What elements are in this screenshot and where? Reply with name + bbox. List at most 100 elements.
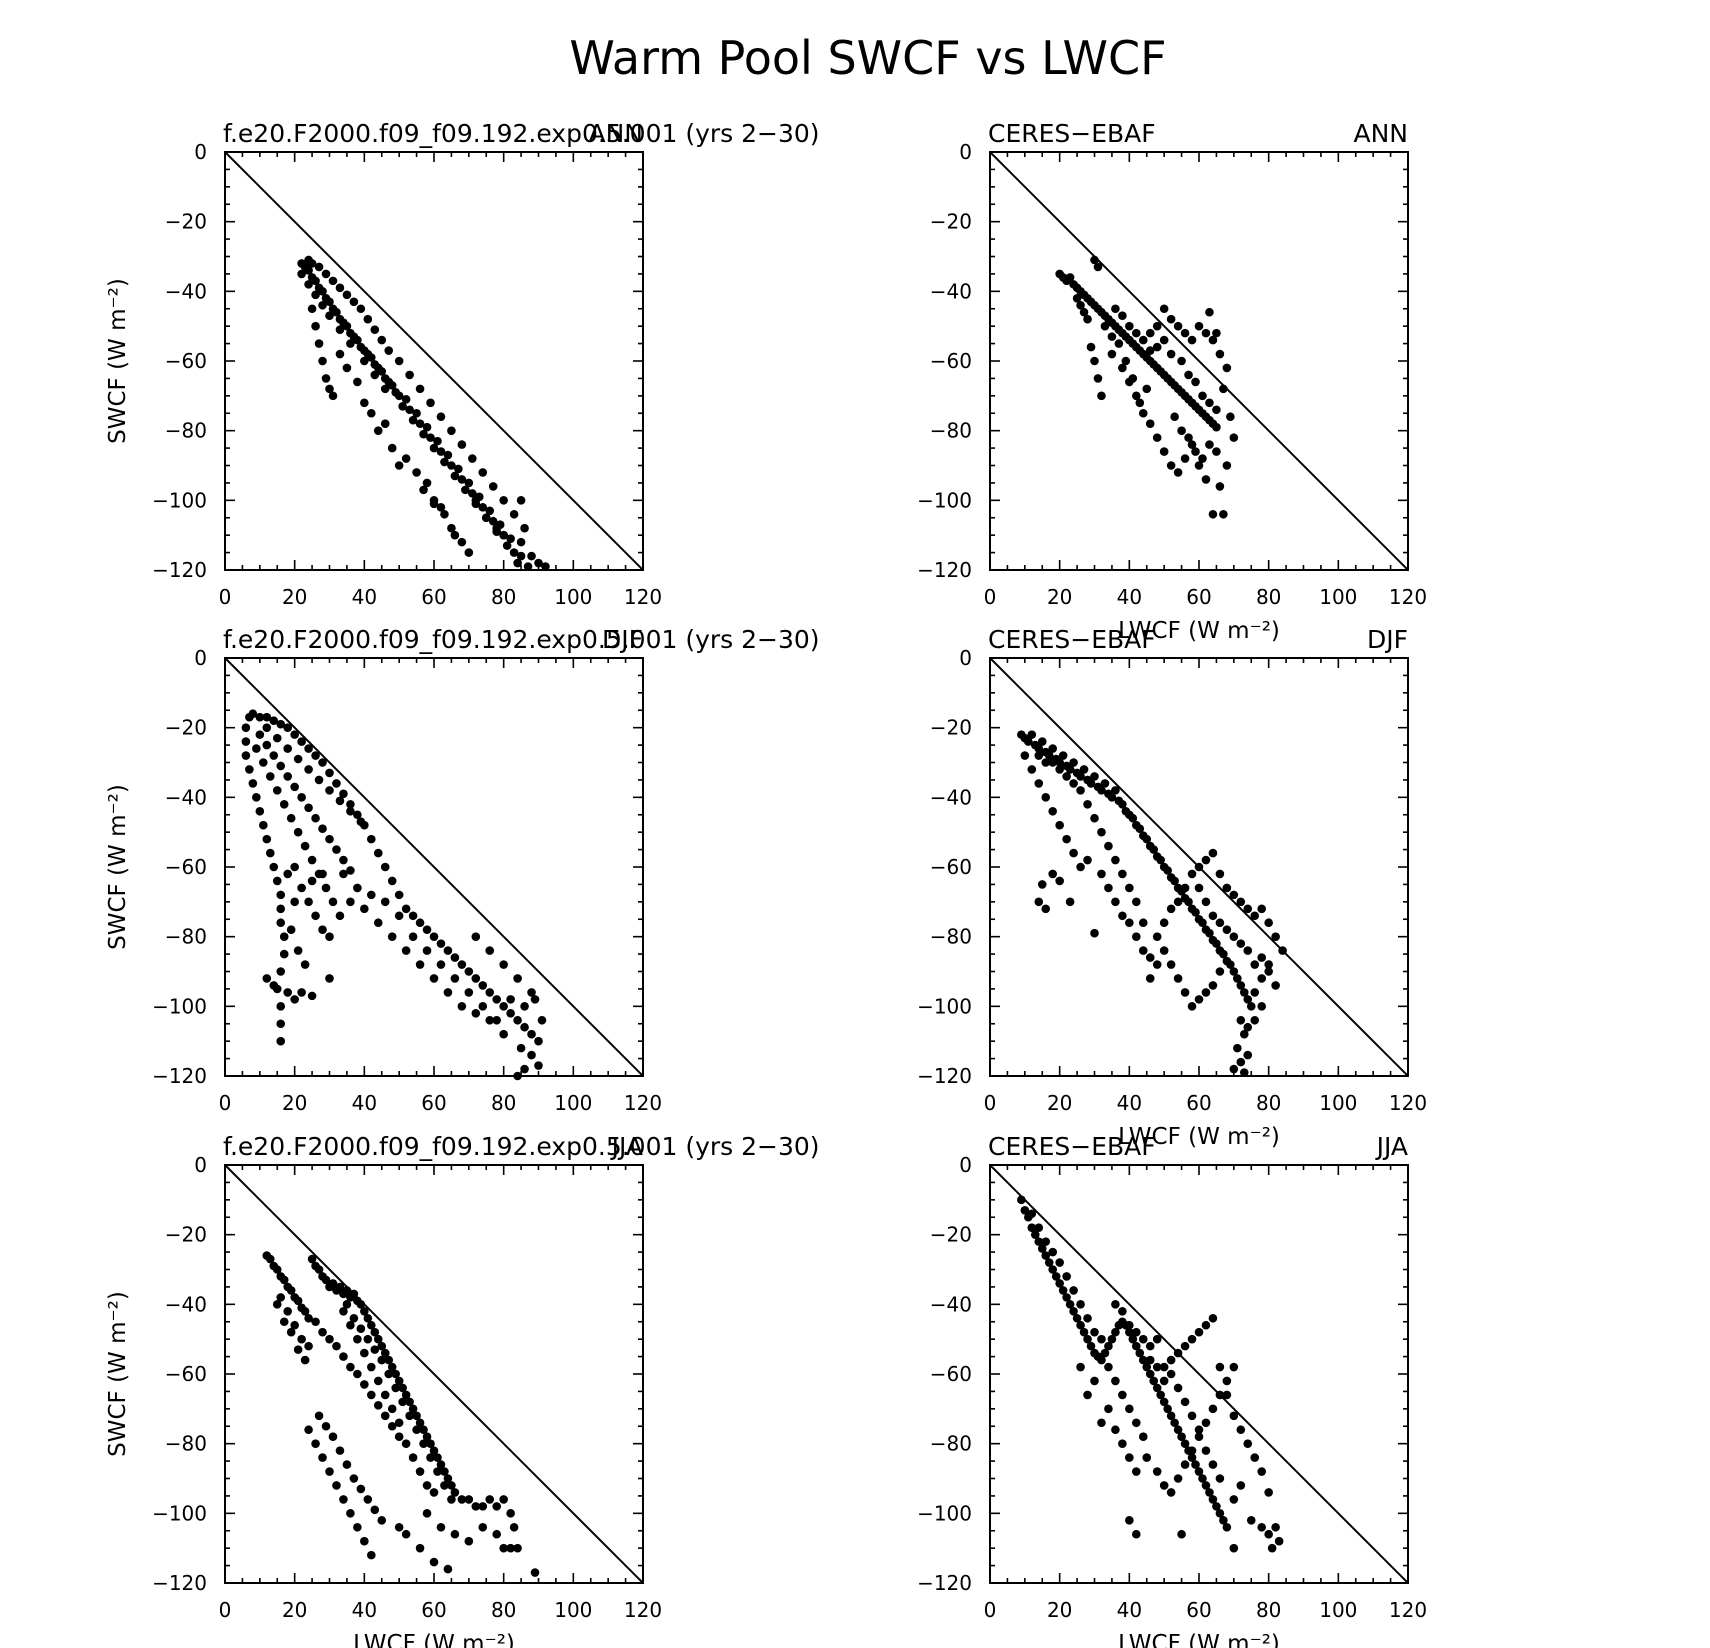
data-point: [307, 876, 317, 886]
data-point: [314, 1265, 324, 1274]
data-point: [443, 988, 453, 997]
data-point: [1104, 1362, 1113, 1372]
y-tick-label: −60: [165, 349, 207, 373]
data-point: [321, 1421, 331, 1431]
data-point: [457, 1495, 467, 1504]
panel-title-right: DJF: [1367, 625, 1408, 654]
data-point: [1030, 1230, 1040, 1239]
data-point: [252, 744, 261, 753]
data-point: [373, 1401, 383, 1410]
data-point: [394, 1522, 404, 1532]
data-point: [1187, 1002, 1197, 1011]
data-point: [1201, 328, 1211, 338]
data-point: [1264, 918, 1273, 928]
data-point: [419, 1439, 428, 1448]
data-point: [1156, 1390, 1165, 1400]
data-point: [415, 918, 425, 928]
x-tick-label: 0: [984, 585, 997, 609]
data-point: [241, 751, 251, 760]
data-point: [360, 356, 369, 366]
data-point: [513, 1071, 522, 1081]
data-point: [328, 1279, 338, 1288]
data-point: [1257, 974, 1266, 983]
data-point: [1138, 1334, 1148, 1344]
data-point: [419, 429, 428, 439]
x-tick-label: 80: [491, 1091, 516, 1115]
data-point: [1233, 1043, 1242, 1053]
data-point: [325, 1334, 334, 1344]
data-point: [513, 1015, 522, 1025]
y-tick-label: 0: [194, 140, 207, 164]
data-point: [1194, 862, 1204, 872]
data-point: [1138, 408, 1148, 418]
data-point: [1184, 433, 1193, 442]
data-point: [370, 1345, 380, 1354]
data-point: [1072, 1313, 1082, 1323]
data-point: [1229, 932, 1239, 941]
data-point: [516, 1043, 526, 1053]
data-point: [516, 496, 526, 505]
y-tick-label: −120: [917, 1571, 972, 1595]
data-point: [1135, 398, 1145, 408]
x-tick-label: 40: [352, 1091, 377, 1115]
data-point: [346, 800, 355, 809]
data-point: [252, 793, 261, 802]
data-point: [380, 419, 390, 429]
data-point: [1058, 751, 1068, 760]
data-point: [461, 485, 470, 495]
reference-line: [224, 657, 644, 1077]
data-point: [360, 398, 369, 408]
panel-2: 0 20 40 60 80 100 120 0 −20 −40 −60 −80 −100 −120 CERE…: [917, 119, 1427, 644]
data-point: [286, 813, 296, 823]
data-point: [1055, 758, 1064, 767]
data-point: [426, 433, 435, 442]
data-point: [1166, 461, 1176, 470]
data-point: [241, 737, 251, 746]
data-point: [419, 485, 428, 495]
data-point: [1069, 848, 1078, 858]
data-point: [1208, 981, 1218, 990]
data-point: [488, 516, 498, 526]
data-point: [1257, 1522, 1266, 1532]
data-point: [367, 1550, 376, 1560]
data-point: [380, 1411, 390, 1421]
data-point: [384, 1369, 394, 1379]
data-point: [1208, 1460, 1218, 1469]
data-point: [1187, 1411, 1197, 1421]
data-point: [1173, 1425, 1183, 1435]
data-point: [1198, 391, 1207, 401]
data-point: [1152, 342, 1162, 352]
data-point: [1250, 1453, 1260, 1462]
data-point: [394, 1432, 404, 1441]
data-point: [384, 346, 394, 355]
data-point: [384, 1355, 394, 1365]
data-point: [1170, 876, 1179, 886]
data-point: [1111, 304, 1120, 314]
y-axis-label: SWCF (W m⁻²): [105, 1291, 131, 1457]
data-point: [1079, 307, 1089, 317]
data-point: [1201, 855, 1211, 865]
data-point: [1166, 349, 1176, 359]
y-tick-label: −120: [917, 558, 972, 582]
data-point: [429, 1488, 439, 1497]
data-point: [325, 311, 334, 321]
data-point: [1222, 461, 1232, 470]
x-tick-label: 100: [1319, 1598, 1357, 1622]
data-point: [311, 1439, 320, 1448]
data-point: [464, 967, 474, 976]
x-tick-label: 120: [624, 585, 662, 609]
data-point: [1058, 1286, 1068, 1295]
x-tick-label: 60: [421, 1598, 446, 1622]
panel-4: 0 20 40 60 80 100 120 0 −20 −40 −60 −80 −100 −120 CERE…: [917, 625, 1427, 1150]
data-point: [1062, 834, 1071, 844]
data-point: [1264, 960, 1273, 969]
y-tick-label: −80: [930, 925, 972, 949]
data-point: [506, 1509, 515, 1518]
data-point: [1076, 1320, 1085, 1330]
x-tick-label: 60: [421, 585, 446, 609]
data-point: [520, 523, 529, 533]
data-point: [1205, 440, 1214, 449]
data-point: [1125, 1516, 1134, 1525]
data-point: [1051, 1272, 1061, 1281]
data-point: [1250, 960, 1260, 969]
